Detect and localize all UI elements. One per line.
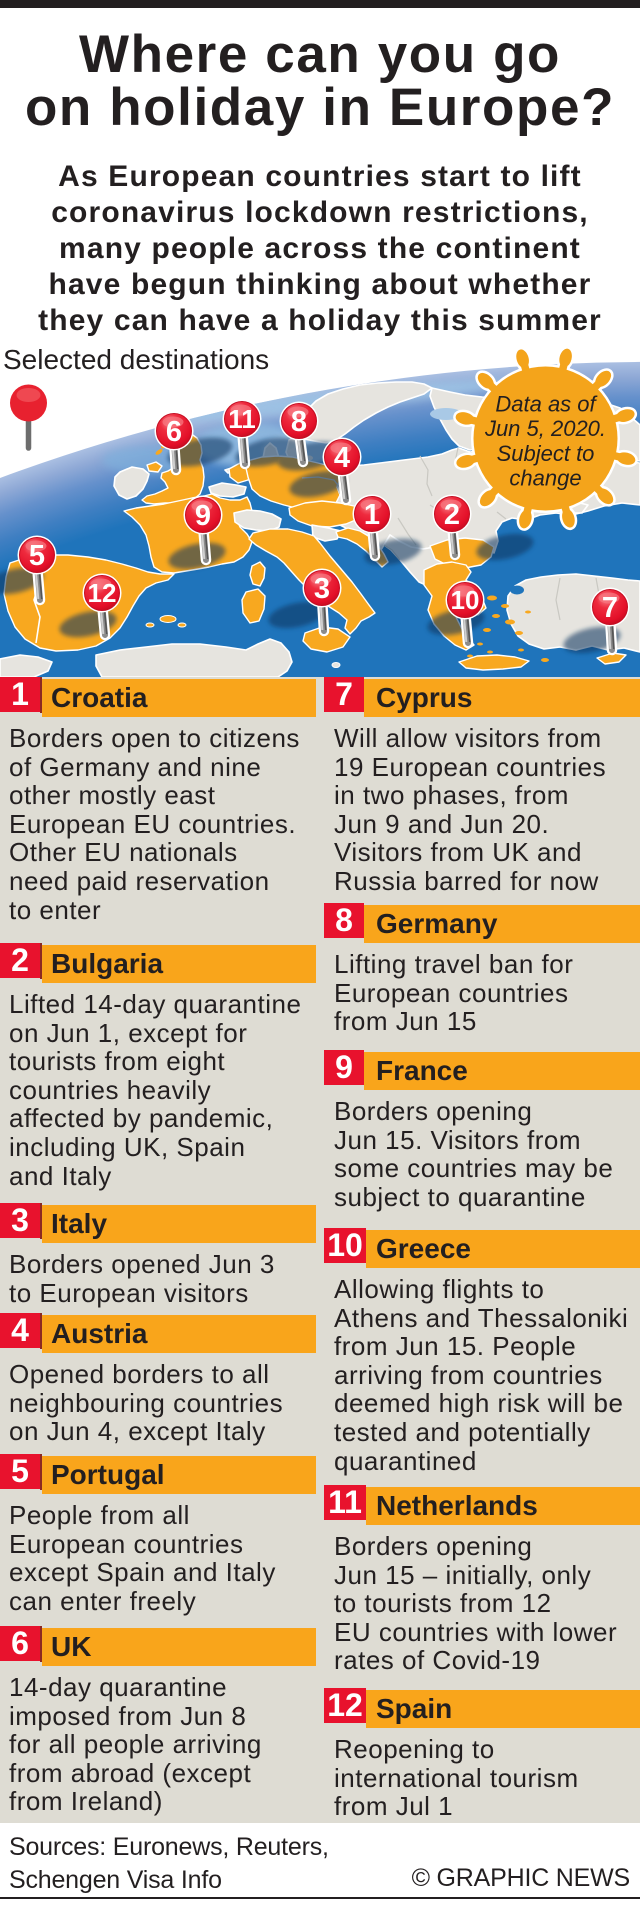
svg-text:1: 1	[364, 499, 380, 531]
svg-text:5: 5	[29, 540, 45, 572]
svg-text:4: 4	[334, 442, 350, 474]
svg-text:11: 11	[228, 404, 256, 434]
svg-text:9: 9	[195, 500, 211, 532]
svg-text:7: 7	[602, 592, 618, 624]
svg-text:6: 6	[166, 416, 182, 448]
svg-text:12: 12	[88, 578, 117, 608]
svg-text:10: 10	[451, 585, 480, 615]
svg-text:8: 8	[291, 406, 307, 438]
svg-text:2: 2	[444, 499, 460, 531]
svg-text:3: 3	[314, 573, 330, 605]
